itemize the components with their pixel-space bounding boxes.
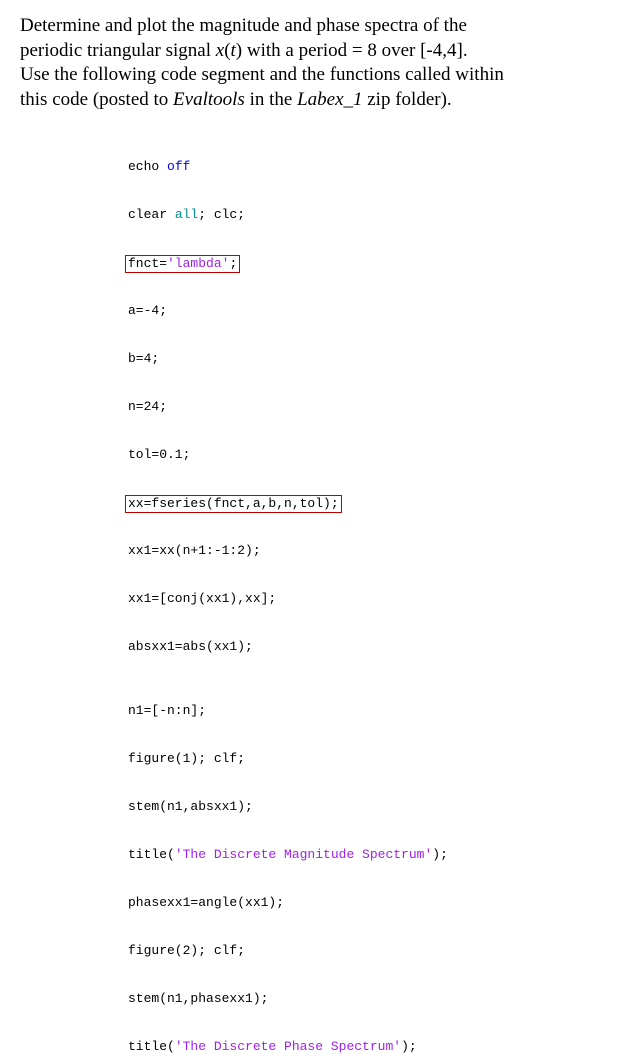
code-line-4: a=-4; [128,303,618,319]
code-title2: title( [128,1039,175,1054]
code-line-13: figure(1); clf; [128,751,618,767]
code-line-11: absxx1=abs(xx1); [128,639,618,655]
code-title1: title( [128,847,175,862]
code-line-2: clear all; clc; [128,207,618,223]
code-clear: clear [128,207,175,222]
code-line-10: xx1=[conj(xx1),xx]; [128,591,618,607]
labex: Labex_1 [297,89,362,110]
evaltools: Evaltools [173,89,245,110]
code-line-3: fnct='lambda'; [128,255,618,271]
code-fseries: xx=fseries(fnct,a,b,n,tol); [128,496,339,511]
code-line-18: stem(n1,phasexx1); [128,991,618,1007]
code-clc: ; clc; [198,207,245,222]
code-title2-end: ); [401,1039,417,1054]
code-line-15: title('The Discrete Magnitude Spectrum')… [128,847,618,863]
code-line-5: b=4; [128,351,618,367]
problem-statement: Determine and plot the magnitude and pha… [20,14,618,113]
kw-all: all [175,207,198,222]
code-line-14: stem(n1,absxx1); [128,799,618,815]
code-line-16: phasexx1=angle(xx1); [128,895,618,911]
code-line-7: tol=0.1; [128,447,618,463]
instr-line4b: in the [245,89,297,110]
code-echo: echo [128,159,167,174]
code-line-17: figure(2); clf; [128,943,618,959]
code-line-19: title('The Discrete Phase Spectrum'); [128,1039,618,1055]
instr-line2c: ) with a period = 8 over [-4,4]. [236,40,468,61]
str-phase: 'The Discrete Phase Spectrum' [175,1039,401,1054]
instr-line3: Use the following code segment and the f… [20,64,504,85]
instr-line4c: zip folder). [363,89,452,110]
str-mag: 'The Discrete Magnitude Spectrum' [175,847,432,862]
instr-line2a: periodic triangular signal [20,40,216,61]
code-line-9: xx1=xx(n+1:-1:2); [128,543,618,559]
code-block: echo off clear all; clc; fnct='lambda' ; … [128,127,618,1064]
instr-line1: Determine and plot the magnitude and pha… [20,15,467,36]
highlight-box-fnct: fnct='lambda'; [125,255,240,273]
highlight-box-fseries: xx=fseries(fnct,a,b,n,tol); [125,495,342,513]
str-lambda: 'lambda' [167,256,229,271]
code-fnct-semi: ; [229,256,237,271]
code-line-12: n1=[-n:n]; [128,703,618,719]
kw-off: off [167,159,190,174]
code-fnct: fnct= [128,256,167,271]
code-title1-end: ); [432,847,448,862]
instr-line4a: this code (posted to [20,89,173,110]
signal-x: x [216,40,224,61]
code-line-6: n=24; [128,399,618,415]
code-line-8: xx=fseries(fnct,a,b,n,tol); [128,495,618,511]
code-line-1: echo off [128,159,618,175]
